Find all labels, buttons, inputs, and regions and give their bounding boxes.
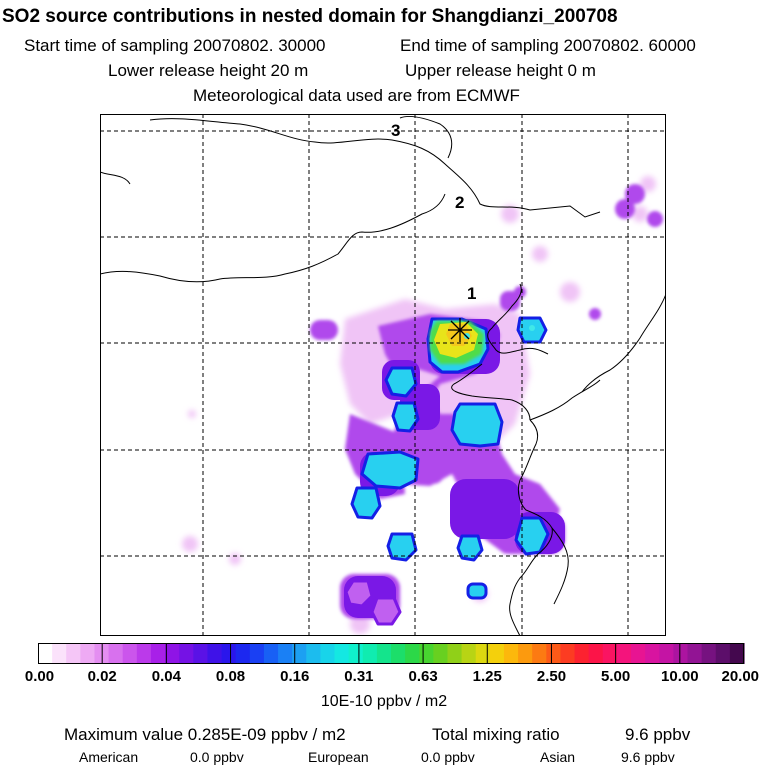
american-label: American: [79, 749, 139, 765]
met-data-label: Meteorological data used are from ECMWF: [193, 86, 520, 105]
colorbar-cell: [560, 643, 576, 664]
colorbar-cell: [433, 643, 449, 664]
colorbar-cell: [108, 643, 124, 664]
european-value: 0.0 ppbv: [421, 749, 475, 765]
colorbar-cell: [475, 643, 491, 664]
colorbar-cell: [292, 643, 307, 664]
colorbar-cell: [362, 643, 378, 664]
colorbar-cell: [80, 643, 96, 664]
colorbar-cell: [193, 643, 209, 664]
european-label: European: [308, 749, 369, 765]
colorbar-cell: [150, 643, 166, 664]
start-time-label: Start time of sampling 20070802. 30000: [24, 36, 326, 55]
colorbar-cell: [66, 643, 81, 664]
colorbar-cell: [376, 643, 392, 664]
contour-label-2: 2: [455, 193, 464, 212]
colorbar-cell: [136, 643, 152, 664]
coastlines: [100, 115, 666, 636]
colorbar-cell: [461, 643, 477, 664]
colorbar-cell: [235, 643, 251, 664]
colorbar-cell: [687, 643, 703, 664]
colorbar-cell: [179, 643, 194, 664]
concentration-map: 3 2 1: [100, 114, 666, 636]
colorbar-cell: [249, 643, 265, 664]
colorbar-cell: [673, 643, 689, 664]
colorbar-tick-label: 1.25: [472, 668, 502, 685]
plume-field: [182, 176, 663, 634]
colorbar-cell: [278, 643, 293, 664]
max-value-label: Maximum value 0.285E-09 ppbv / m2: [64, 725, 346, 744]
end-time-label: End time of sampling 20070802. 60000: [400, 36, 696, 55]
colorbar-cell: [419, 643, 434, 664]
colorbar-cell: [631, 643, 646, 664]
colorbar-tick-label: 0.08: [215, 668, 246, 685]
colorbar-cell: [701, 643, 717, 664]
map-title: SO2 source contributions in nested domai…: [2, 6, 618, 27]
map-frame: [100, 114, 666, 636]
colorbar-cell: [489, 643, 505, 664]
colorbar-cell: [263, 643, 279, 664]
colorbar-cell: [38, 643, 53, 664]
colorbar-tick-label: 0.16: [280, 668, 310, 685]
colorbar-cell: [122, 643, 138, 664]
colorbar-cell: [221, 643, 237, 664]
colorbar-cell: [391, 643, 406, 664]
colorbar-tick-label: 2.50: [536, 668, 567, 685]
asterisk-icon: [448, 318, 472, 342]
colorbar-cell: [320, 643, 336, 664]
colorbar-units: 10E-10 ppbv / m2: [320, 693, 448, 710]
lower-release-label: Lower release height 20 m: [108, 61, 309, 80]
total-mixing-value: 9.6 ppbv: [625, 725, 691, 744]
colorbar-cell: [715, 643, 731, 664]
colorbar-tick-label: 0.63: [408, 668, 438, 685]
contour-label-3: 3: [391, 121, 400, 140]
upper-release-label: Upper release height 0 m: [405, 61, 596, 80]
american-value: 0.0 ppbv: [190, 749, 244, 765]
colorbar-cell: [165, 643, 180, 664]
colorbar-cell: [447, 643, 463, 664]
colorbar-tick-label: 10.00: [661, 668, 699, 685]
colorbar-tick-label: 0.31: [344, 668, 374, 685]
colorbar-cell: [503, 643, 519, 664]
colorbar-tick-label: 0.02: [87, 668, 117, 685]
colorbar-cell: [645, 643, 660, 664]
asian-label: Asian: [540, 749, 576, 765]
colorbar-cell: [405, 643, 420, 664]
colorbar-tick-label: 0.04: [151, 668, 181, 685]
colorbar-cell: [334, 643, 350, 664]
contour-label-1: 1: [467, 284, 476, 303]
graticule: [100, 114, 666, 636]
colorbar-cell: [602, 643, 618, 664]
colorbar-cell: [659, 643, 674, 664]
colorbar-tick-label: 0.00: [24, 668, 55, 685]
colorbar: [38, 643, 745, 664]
colorbar-cell: [532, 643, 547, 664]
colorbar-tick-label: 5.00: [601, 668, 631, 685]
colorbar-tick-label: 20.00: [721, 668, 760, 685]
colorbar-cell: [546, 643, 562, 664]
colorbar-cell: [729, 643, 745, 664]
colorbar-cell: [588, 643, 604, 664]
colorbar-cell: [518, 643, 533, 664]
colorbar-cell: [616, 643, 632, 664]
asian-value: 9.6 ppbv: [621, 749, 675, 765]
colorbar-cell: [52, 643, 67, 664]
colorbar-cell: [306, 643, 321, 664]
colorbar-cell: [574, 643, 590, 664]
colorbar-cell: [348, 643, 364, 664]
colorbar-cell: [207, 643, 223, 664]
total-mixing-label: Total mixing ratio: [432, 725, 560, 744]
